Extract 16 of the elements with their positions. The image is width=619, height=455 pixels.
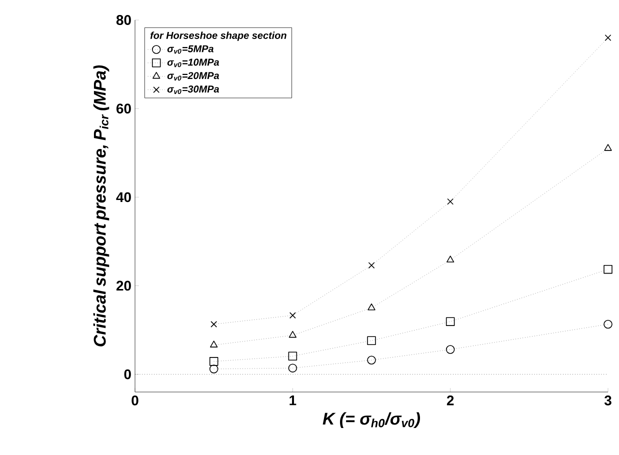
y-tick-label: 80 <box>116 15 131 25</box>
x-tick-label: 3 <box>604 396 612 406</box>
y-tick-label: 20 <box>116 280 131 291</box>
x-axis-title: K (= σ$_{h0}$/σ$_{v0}$) <box>322 412 420 428</box>
legend-label: σ$_{v0}$=20MPa <box>167 72 220 81</box>
legend-label: σ$_{v0}$=5MPa <box>167 45 214 54</box>
x-tick-label: 2 <box>446 396 454 406</box>
x-tick-label: 1 <box>290 396 296 406</box>
y-tick-label: 60 <box>116 104 131 114</box>
y-axis-title: Critical support pressure, P$_{icr}$ (MPa) <box>93 65 110 346</box>
legend-label: σ$_{v0}$=10MPa <box>167 58 220 68</box>
legend-label: σ$_{v0}$=30MPa <box>167 86 220 94</box>
x-tick-label: 0 <box>132 396 138 406</box>
y-tick-label: 0 <box>124 369 131 380</box>
legend-title: for Horseshoe shape section <box>150 32 286 41</box>
y-tick-label: 40 <box>116 192 131 202</box>
